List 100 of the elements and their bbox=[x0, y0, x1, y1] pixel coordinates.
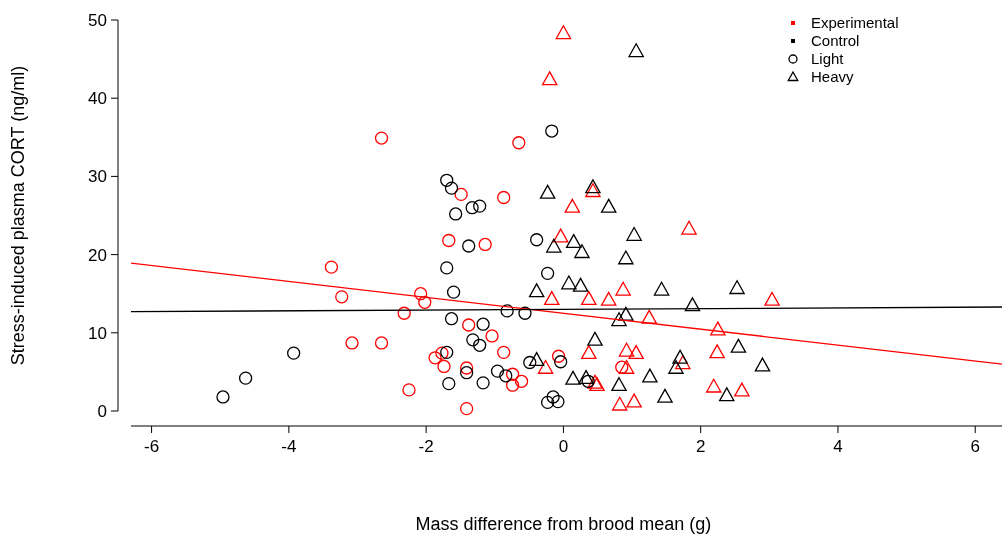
point bbox=[561, 275, 577, 290]
point bbox=[564, 198, 581, 213]
point bbox=[397, 306, 411, 320]
point bbox=[478, 237, 492, 252]
point bbox=[523, 355, 537, 370]
point bbox=[440, 345, 454, 359]
point bbox=[653, 281, 670, 296]
point bbox=[628, 43, 644, 58]
point bbox=[585, 183, 601, 198]
point bbox=[497, 190, 511, 205]
point bbox=[374, 336, 389, 350]
point bbox=[466, 333, 480, 347]
point bbox=[681, 220, 697, 235]
point bbox=[611, 312, 627, 327]
y-tick-label: 20 bbox=[88, 245, 107, 265]
point bbox=[555, 25, 572, 40]
point bbox=[618, 342, 635, 357]
point bbox=[462, 239, 476, 253]
y-tick-label: 40 bbox=[88, 89, 107, 109]
point bbox=[684, 297, 701, 312]
x-tick-label: 0 bbox=[558, 437, 569, 456]
point bbox=[705, 378, 722, 393]
point bbox=[642, 368, 658, 383]
point bbox=[402, 383, 416, 397]
point bbox=[541, 71, 558, 86]
point bbox=[462, 318, 476, 332]
point bbox=[512, 136, 526, 150]
point bbox=[730, 338, 747, 353]
point bbox=[324, 260, 339, 274]
point bbox=[454, 187, 468, 202]
point bbox=[476, 376, 490, 390]
point bbox=[709, 344, 725, 359]
point bbox=[528, 283, 545, 298]
point bbox=[565, 370, 581, 385]
point bbox=[238, 371, 253, 385]
point bbox=[518, 306, 532, 320]
point bbox=[600, 291, 617, 306]
point bbox=[710, 321, 726, 336]
point bbox=[442, 233, 456, 248]
legend-label: Experimental bbox=[811, 14, 899, 31]
point bbox=[459, 366, 474, 380]
point bbox=[459, 361, 474, 375]
y-tick-label: 0 bbox=[97, 402, 107, 421]
point bbox=[626, 393, 642, 408]
point bbox=[657, 388, 673, 403]
point bbox=[444, 181, 459, 195]
point bbox=[543, 291, 560, 306]
point bbox=[546, 390, 560, 404]
point bbox=[345, 336, 359, 350]
point bbox=[552, 228, 569, 243]
point bbox=[505, 367, 520, 381]
legend-label: Light bbox=[811, 50, 845, 67]
point bbox=[287, 346, 301, 360]
point bbox=[675, 355, 691, 370]
point bbox=[554, 355, 568, 369]
point bbox=[500, 304, 514, 318]
point bbox=[437, 359, 451, 374]
x-axis-title: Mass difference from brood mean (g) bbox=[415, 514, 712, 534]
point bbox=[587, 331, 603, 346]
point bbox=[529, 233, 544, 247]
point bbox=[449, 207, 463, 221]
point bbox=[585, 179, 601, 194]
point bbox=[446, 285, 461, 299]
point bbox=[668, 359, 684, 374]
point bbox=[490, 364, 505, 378]
point bbox=[729, 280, 745, 295]
point bbox=[672, 349, 688, 364]
x-tick-label: -6 bbox=[144, 437, 160, 456]
point bbox=[615, 281, 631, 296]
point bbox=[551, 394, 565, 409]
point bbox=[626, 226, 642, 241]
point bbox=[574, 244, 590, 259]
point bbox=[545, 124, 559, 138]
point bbox=[440, 261, 454, 275]
point bbox=[734, 382, 750, 397]
point bbox=[551, 349, 566, 363]
point bbox=[465, 201, 479, 215]
x-tick-label: -4 bbox=[281, 437, 297, 456]
point bbox=[539, 184, 556, 199]
y-tick-label: 10 bbox=[88, 323, 107, 343]
point bbox=[572, 277, 589, 292]
legend-label: Heavy bbox=[811, 68, 855, 85]
x-tick-label: -2 bbox=[418, 437, 434, 456]
point bbox=[537, 359, 554, 374]
point bbox=[528, 352, 545, 367]
point bbox=[618, 306, 634, 321]
point bbox=[581, 374, 595, 388]
point bbox=[435, 346, 449, 360]
point bbox=[442, 376, 456, 391]
point bbox=[374, 131, 389, 145]
point bbox=[611, 396, 628, 411]
point bbox=[764, 291, 780, 306]
y-axis-title: Stress-induced plasma CORT (ng/ml) bbox=[8, 65, 28, 366]
point bbox=[581, 291, 597, 306]
point bbox=[578, 370, 594, 385]
point bbox=[754, 357, 771, 372]
point bbox=[565, 233, 582, 248]
legend-label: Control bbox=[811, 32, 860, 49]
point bbox=[473, 199, 487, 213]
point bbox=[499, 369, 513, 383]
